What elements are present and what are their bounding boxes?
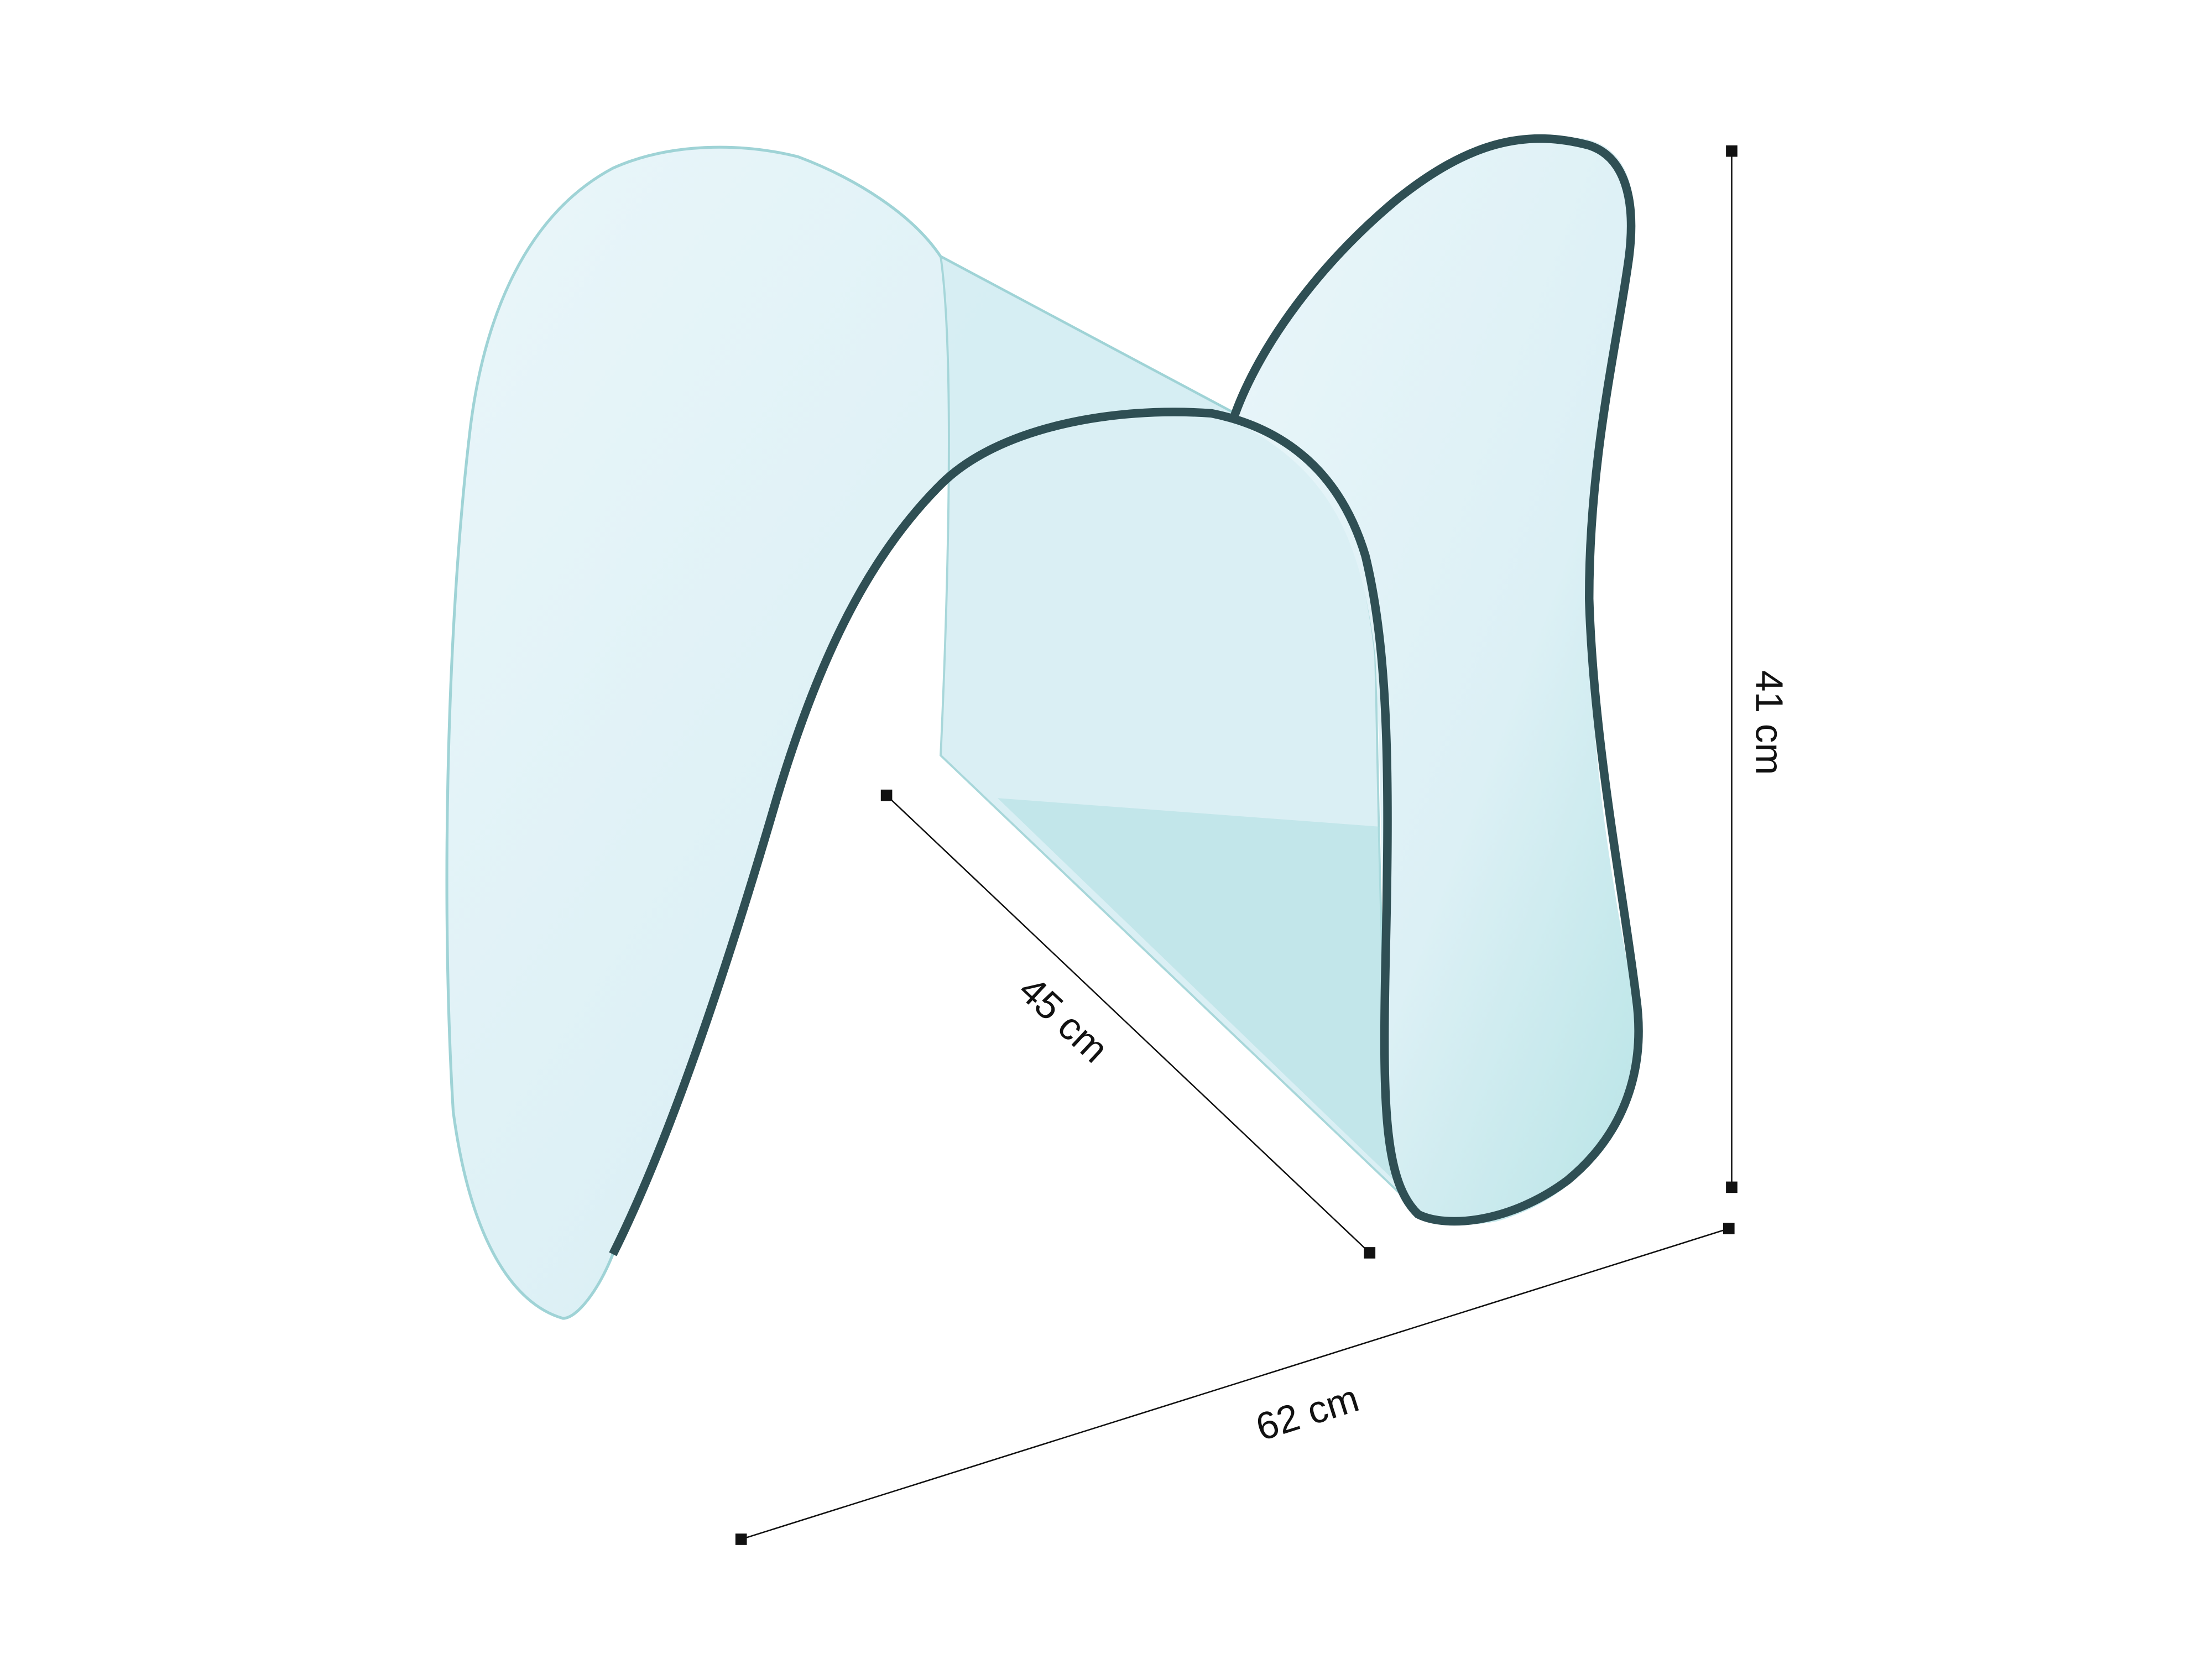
glass-dark-edge bbox=[609, 134, 1643, 1256]
depth-label: 45 cm bbox=[1011, 968, 1117, 1071]
height-dimension: 41 cm bbox=[1726, 145, 1791, 1193]
height-dimension-endpoint-bottom bbox=[1726, 1181, 1738, 1193]
width-dimension: 62 cm bbox=[735, 1223, 1735, 1545]
height-dimension-endpoint-top bbox=[1726, 145, 1738, 157]
width-label: 62 cm bbox=[1251, 1376, 1364, 1449]
depth-dimension-endpoint-start bbox=[880, 789, 893, 801]
depth-dimension-endpoint-end bbox=[1364, 1247, 1376, 1259]
width-dimension-endpoint-start bbox=[735, 1533, 747, 1545]
glass-magazine-rack bbox=[445, 134, 1643, 1320]
glass-trough-tint bbox=[998, 798, 1397, 1183]
depth-dimension-line bbox=[886, 795, 1370, 1254]
height-label: 41 cm bbox=[1747, 670, 1791, 775]
width-dimension-line bbox=[740, 1228, 1729, 1540]
glass-right-panel bbox=[1233, 137, 1639, 1225]
width-dimension-endpoint-end bbox=[1723, 1223, 1735, 1234]
